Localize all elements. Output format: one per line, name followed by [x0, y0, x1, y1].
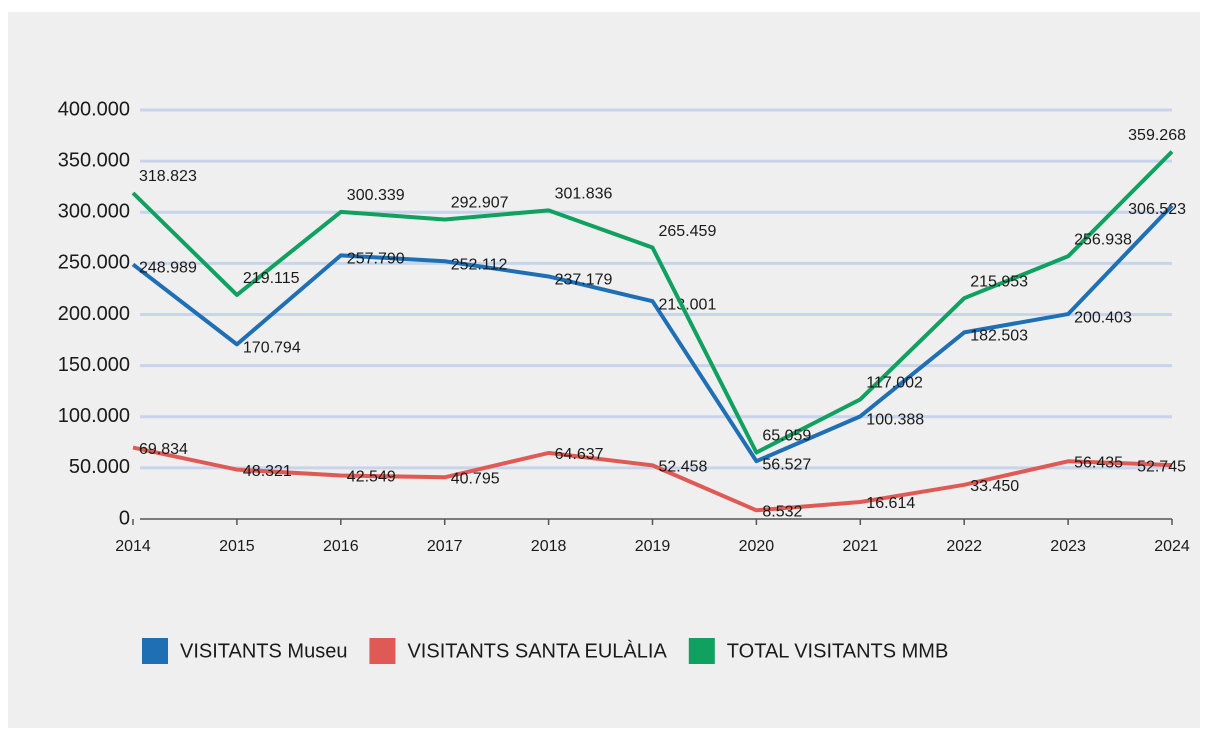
data-label: 215.953	[970, 273, 1028, 290]
data-label: 300.339	[347, 187, 405, 204]
legend-swatch	[688, 638, 715, 664]
legend-label: VISITANTS SANTA EULÀLIA	[407, 639, 667, 662]
data-label: 248.989	[139, 260, 197, 277]
data-label: 100.388	[866, 412, 924, 429]
data-label: 318.823	[139, 168, 197, 185]
data-label: 40.795	[451, 471, 500, 488]
data-label: 301.836	[555, 186, 613, 203]
x-tick-label: 2014	[115, 538, 151, 555]
legend-label: VISITANTS Museu	[180, 640, 347, 662]
x-tick-label: 2021	[843, 538, 879, 555]
x-tick-label: 2016	[323, 538, 359, 555]
data-label: 8.532	[762, 503, 802, 520]
data-label: 252.112	[451, 256, 508, 273]
data-label: 256.938	[1074, 231, 1132, 248]
data-label: 213.001	[659, 296, 717, 313]
data-label: 182.503	[970, 328, 1028, 345]
data-label: 200.403	[1074, 309, 1132, 326]
data-label: 33.450	[970, 478, 1019, 495]
data-label: 69.834	[139, 441, 188, 458]
data-label: 64.637	[555, 446, 604, 463]
legend-swatch	[142, 638, 168, 664]
data-label: 65.059	[762, 428, 811, 445]
y-tick-label: 0	[119, 507, 130, 529]
legend-label: TOTAL VISITANTS MMB	[727, 640, 949, 662]
data-label: 16.614	[866, 495, 915, 512]
x-tick-label: 2019	[635, 538, 671, 555]
data-label: 306.523	[1128, 201, 1186, 218]
x-tick-label: 2017	[427, 538, 463, 555]
data-label: 292.907	[451, 195, 509, 212]
x-tick-label: 2023	[1050, 538, 1086, 555]
y-tick-label: 300.000	[58, 201, 130, 223]
data-label: 117.002	[866, 375, 923, 392]
y-tick-label: 50.000	[69, 456, 130, 478]
y-tick-label: 200.000	[58, 303, 130, 325]
series-line	[132, 445, 1173, 513]
x-tick-label: 2024	[1154, 538, 1190, 555]
data-label: 265.459	[659, 223, 717, 240]
panel	[8, 12, 1200, 728]
data-label: 56.435	[1074, 455, 1123, 472]
data-label: 257.790	[347, 251, 405, 268]
y-tick-label: 250.000	[58, 252, 130, 274]
series-line	[131, 204, 1174, 464]
y-tick-label: 350.000	[58, 149, 130, 171]
data-label: 42.549	[347, 469, 396, 486]
legend-swatch	[369, 638, 396, 664]
data-label: 219.115	[243, 270, 300, 287]
data-label: 170.794	[243, 340, 301, 357]
data-label: 237.179	[555, 272, 613, 289]
series-line	[131, 150, 1174, 455]
x-tick-label: 2022	[946, 538, 982, 555]
data-label: 52.745	[1137, 458, 1186, 475]
data-label: 359.268	[1128, 127, 1186, 144]
data-label: 56.527	[762, 456, 811, 473]
x-tick-label: 2020	[739, 538, 775, 555]
y-tick-label: 150.000	[58, 354, 130, 376]
x-tick-label: 2015	[219, 538, 255, 555]
y-tick-label: 100.000	[58, 405, 130, 427]
data-label: 48.321	[243, 463, 292, 480]
x-tick-label: 2018	[531, 538, 567, 555]
y-tick-label: 400.000	[58, 98, 130, 120]
data-label: 52.458	[659, 459, 708, 476]
